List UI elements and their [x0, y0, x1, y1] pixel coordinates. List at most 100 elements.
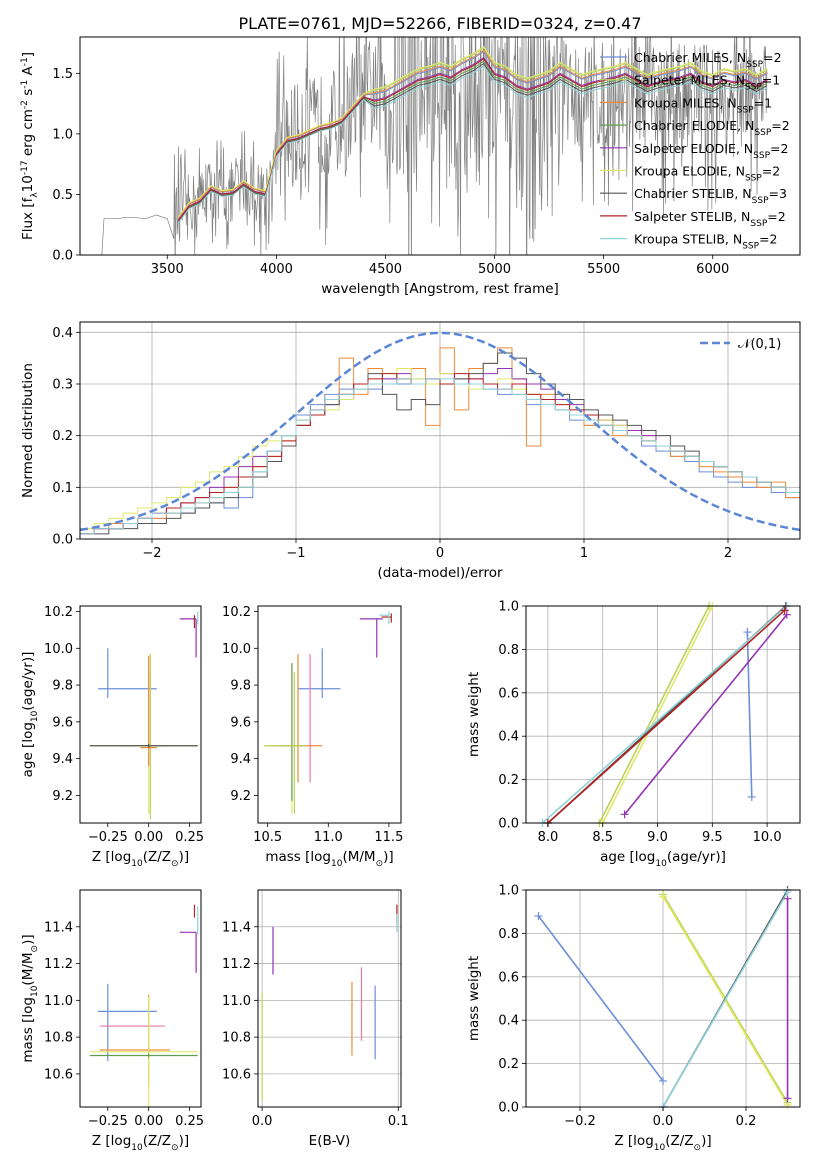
plot-area: [101, 37, 768, 255]
y-axis-label: Flux [fλ10-17 erg cm-2 s-1 A-1]: [20, 52, 40, 240]
x-tick-label: 11.5: [374, 830, 403, 845]
axes-frame: [257, 605, 402, 824]
x-tick-label: 4500: [369, 262, 402, 277]
weight-line-0: [537, 915, 664, 1082]
x-tick-label: 2: [724, 546, 732, 561]
y-tick-label: 0.3: [52, 378, 73, 393]
x-tick-label: −2: [142, 546, 161, 561]
weight-marker: [659, 1076, 667, 1085]
y-tick-label: 0.1: [52, 481, 73, 496]
y-tick-label: 0.6: [498, 686, 519, 701]
x-tick-label: 5500: [587, 262, 620, 277]
weight-marker: [780, 606, 789, 615]
model-line-7: [177, 58, 768, 222]
y-tick-label: 1.0: [498, 884, 519, 899]
x-axis-label: mass [log10(M/M⊙)]: [265, 849, 393, 869]
x-tick-label: 0.1: [388, 1114, 409, 1129]
x-tick-label: 0.2: [736, 1114, 757, 1129]
axes-frame: [79, 605, 202, 824]
x-tick-label: 0.25: [175, 830, 204, 845]
y-tick-label: 0.6: [498, 970, 519, 985]
legend-label: Kroupa STELIB, NSSP=2: [634, 232, 778, 252]
histogram-step-6: [80, 378, 800, 535]
y-tick-label: 0.2: [52, 429, 73, 444]
y-tick-label: 9.6: [230, 715, 251, 730]
x-axis-label: (data-model)/error: [377, 565, 503, 581]
y-axis-label: mass weight: [466, 956, 482, 1041]
legend-label: Kroupa ELODIE, NSSP=2: [634, 164, 780, 184]
x-tick-label: 0.0: [653, 1114, 674, 1129]
chart-weight-vs-Z: −0.2 0.0 0.2 0.0 0.2 0.4 0.6 0.8 1.0 Z [log10(Z/Z…: [466, 884, 801, 1153]
y-axis-label: mass [log10(M/M⊙)]: [20, 934, 40, 1062]
y-tick-label: 0.4: [52, 326, 73, 341]
legend-label: Salpeter ELODIE, NSSP=2: [634, 141, 788, 161]
x-tick-label: 0.0: [252, 1114, 273, 1129]
y-tick-label: 10.8: [222, 1031, 251, 1046]
x-tick-label: 8.5: [592, 830, 613, 845]
weight-marker: [743, 628, 752, 637]
plot-area: [264, 611, 392, 814]
x-axis-label: Z [log10(Z/Z⊙)]: [614, 1133, 711, 1153]
weight-line-1: [598, 606, 710, 823]
y-tick-label: 10.0: [222, 642, 251, 657]
x-tick-label: 4000: [260, 262, 293, 277]
x-tick-label: 0.25: [175, 1114, 204, 1129]
y-tick-label: 0.4: [498, 1014, 519, 1029]
x-tick-label: 6000: [696, 262, 729, 277]
y-tick-label: 0.0: [498, 1101, 519, 1116]
chart-age-vs-Z: −0.25 0.00 0.25 9.2 9.4 9.6 9.8 10.0 10.2 Z [log1…: [20, 605, 204, 869]
y-tick-label: 9.4: [230, 752, 251, 767]
weight-marker: [659, 892, 667, 901]
x-tick-label: −0.25: [88, 830, 128, 845]
legend-label: Chabrier MILES, NSSP=2: [634, 50, 782, 70]
legend-label: Chabrier ELODIE, NSSP=2: [634, 118, 790, 138]
x-axis-label: age [log10(age/yr)]: [600, 849, 726, 869]
x-tick-label: 0: [436, 546, 444, 561]
weight-line-2: [602, 606, 714, 823]
chart-age-vs-mass: 10.5 11.0 11.5 9.2 9.4 9.6 9.8 10.0 10.2 mass [lo…: [222, 605, 403, 869]
y-tick-label: 10.6: [44, 1067, 73, 1082]
chart-mass-vs-ebv: 0.0 0.1 10.6 10.8 11.0 11.2 11.4 E(B-V): [222, 889, 409, 1149]
y-tick-label: 11.2: [44, 957, 73, 972]
y-tick-label: 10.0: [44, 642, 73, 657]
y-tick-label: 10.2: [44, 605, 73, 620]
y-tick-label: 1.0: [498, 600, 519, 615]
y-tick-label: 11.4: [222, 920, 251, 935]
weight-line-3: [624, 614, 788, 815]
y-tick-label: 9.2: [230, 789, 251, 804]
y-tick-label: 10.8: [44, 1031, 73, 1046]
x-tick-label: −0.25: [88, 1114, 128, 1129]
chart-weight-vs-age: 8.0 8.5 9.0 9.5 10.0 0.0 0.2 0.4 0.6 0.8 1.0 age [l…: [466, 600, 801, 869]
legend-label: Salpeter STELIB, NSSP=2: [634, 209, 786, 229]
y-tick-label: 0.0: [52, 533, 73, 548]
y-tick-label: 1.0: [52, 127, 73, 142]
gaussian-curve: [80, 331, 800, 532]
y-tick-label: 9.2: [52, 789, 73, 804]
legend-label: Chabrier STELIB, NSSP=3: [634, 186, 787, 206]
y-tick-label: 10.6: [222, 1067, 251, 1082]
plot-area: [89, 611, 199, 820]
chart-mass-vs-Z: −0.25 0.00 0.25 10.6 10.8 11.0 11.2 11.4 Z [log1…: [20, 889, 204, 1153]
axes-frame: [257, 889, 402, 1108]
weight-line-5: [547, 609, 786, 823]
model-line-5: [177, 46, 768, 218]
y-tick-label: 9.8: [52, 679, 73, 694]
plot-area: [541, 606, 788, 823]
y-tick-label: 11.2: [222, 957, 251, 972]
weight-line-0: [746, 632, 753, 797]
plot-area: [261, 904, 398, 1102]
chart-residuals: 𝒩(0,1) −2 −1 0 1 2 0.0 0.1 0.2 0.3 0.4 (data-model)…: [20, 321, 801, 581]
weight-marker: [534, 912, 543, 921]
y-tick-label: 11.0: [44, 994, 73, 1009]
axes-frame: [525, 605, 801, 824]
y-tick-label: 10.2: [222, 605, 251, 620]
y-tick-label: 0.8: [498, 927, 519, 942]
x-tick-label: 9.0: [647, 830, 668, 845]
y-axis-label: mass weight: [466, 672, 482, 757]
x-tick-label: 0.00: [134, 1114, 163, 1129]
weight-line-5: [662, 891, 789, 1107]
x-tick-label: 9.5: [702, 830, 723, 845]
figure-title: PLATE=0761, MJD=52266, FIBERID=0324, z=0…: [238, 14, 641, 33]
x-tick-label: 8.0: [538, 830, 559, 845]
